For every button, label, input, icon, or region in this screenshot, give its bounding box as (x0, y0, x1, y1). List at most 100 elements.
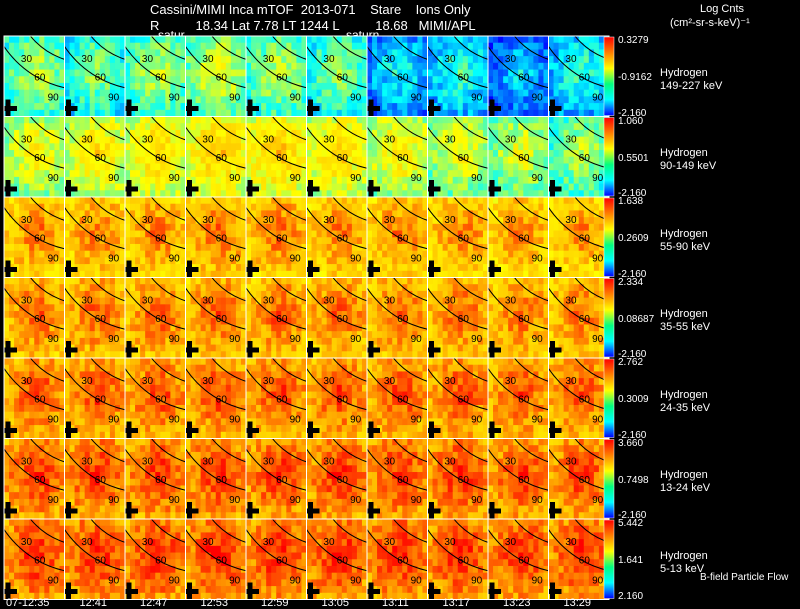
heatmap-cell (104, 277, 111, 285)
heatmap-cell (251, 170, 257, 178)
heatmap-cell (452, 76, 459, 84)
heatmap-cell (64, 237, 70, 245)
heatmap-cell (29, 297, 35, 305)
heatmap-cell (235, 96, 242, 104)
heatmap-cell (326, 183, 333, 191)
heatmap-cell (160, 210, 166, 218)
heatmap-cell (593, 103, 600, 111)
heatmap-cell (44, 264, 50, 272)
heatmap-cell (316, 96, 323, 104)
heatmap-cell (240, 143, 246, 151)
heatmap-cell (114, 69, 121, 77)
heatmap-cell (190, 69, 196, 77)
heatmap-cell (99, 82, 106, 91)
heatmap-cell (180, 123, 186, 131)
heatmap-cell (210, 123, 217, 131)
heatmap-cell (4, 136, 10, 144)
heatmap-cell (190, 156, 196, 164)
heatmap-cell (351, 190, 358, 197)
heatmap-cell (185, 150, 191, 158)
heatmap-cell (79, 163, 86, 171)
heatmap-cell (583, 223, 590, 231)
heatmap-cell (493, 42, 499, 50)
heatmap-cell (64, 129, 70, 138)
heatmap-cell (533, 36, 539, 44)
heatmap-cell (593, 89, 600, 97)
heatmap-cell (200, 129, 207, 138)
heatmap-cell (24, 304, 30, 312)
heatmap-cell (54, 49, 60, 57)
heatmap-cell (150, 69, 156, 77)
heatmap-cell (230, 96, 237, 104)
heatmap-cell (508, 36, 514, 44)
heatmap-cell (79, 311, 86, 319)
heatmap-cell (377, 76, 383, 84)
heatmap-cell (109, 109, 116, 117)
heatmap-cell (94, 190, 101, 197)
heatmap-cell (407, 89, 413, 97)
heatmap-cell (195, 56, 202, 64)
heatmap-cell (99, 143, 106, 151)
heatmap-cell (311, 89, 317, 97)
heatmap-cell (165, 243, 171, 252)
heatmap-cell (24, 96, 30, 104)
heatmap-cell (356, 257, 363, 265)
plot-subtitle: R 18.34 Lat 7.78 LT 1244 L 18.68 MIMI/AP… (150, 18, 476, 33)
heatmap-cell (130, 129, 136, 138)
heatmap-cell (49, 237, 55, 245)
contour-label: 90 (48, 334, 60, 345)
heatmap-cell (205, 223, 212, 231)
heatmap-cell (351, 270, 358, 278)
heatmap-cell (140, 317, 146, 325)
heatmap-cell (503, 49, 509, 57)
heatmap-cell (220, 56, 227, 64)
heatmap-cell (583, 116, 590, 124)
heatmap-cell (79, 150, 86, 158)
heatmap-cell (382, 230, 388, 238)
heatmap-cell (266, 96, 272, 104)
heatmap-cell (397, 82, 403, 91)
heatmap-cell (79, 96, 86, 104)
heatmap-cell (493, 150, 499, 158)
heatmap-cell (160, 42, 166, 50)
heatmap-cell (341, 42, 348, 50)
heatmap-cell (24, 49, 30, 57)
heatmap-cell (281, 62, 287, 70)
heatmap-cell (563, 116, 570, 124)
heatmap-cell (286, 56, 292, 64)
heatmap-cell (432, 123, 438, 131)
heatmap-cell (331, 257, 338, 265)
heatmap-cell (64, 150, 70, 158)
heatmap-cell (543, 217, 549, 225)
heatmap-cell (588, 230, 595, 238)
heatmap-cell (498, 270, 504, 278)
heatmap-cell (271, 42, 277, 50)
heatmap-cell (336, 76, 343, 84)
heatmap-cell (563, 150, 570, 158)
heatmap-cell (185, 56, 191, 64)
heatmap-cell (109, 324, 116, 332)
heatmap-cell (104, 230, 111, 238)
heatmap-cell (251, 176, 257, 184)
heatmap-cell (437, 217, 444, 225)
heatmap-cell (568, 223, 575, 231)
heatmap-cell (200, 116, 207, 124)
heatmap-cell (210, 163, 217, 171)
heatmap-cell (583, 82, 590, 91)
heatmap-cell (89, 143, 96, 151)
heatmap-cell (447, 49, 454, 57)
heatmap-cell (9, 290, 15, 299)
heatmap-cell (361, 109, 367, 117)
heatmap-cell (498, 223, 504, 231)
heatmap-cell (14, 217, 20, 225)
heatmap-cell (44, 82, 50, 91)
heatmap-cell (553, 210, 559, 218)
heatmap-cell (251, 203, 257, 211)
heatmap-cell (488, 129, 494, 138)
heatmap-cell (49, 277, 55, 285)
heatmap-cell (4, 36, 10, 44)
heatmap-cell (59, 337, 65, 345)
heatmap-cell (266, 257, 272, 265)
heatmap-cell (94, 109, 101, 117)
heatmap-cell (230, 103, 237, 111)
